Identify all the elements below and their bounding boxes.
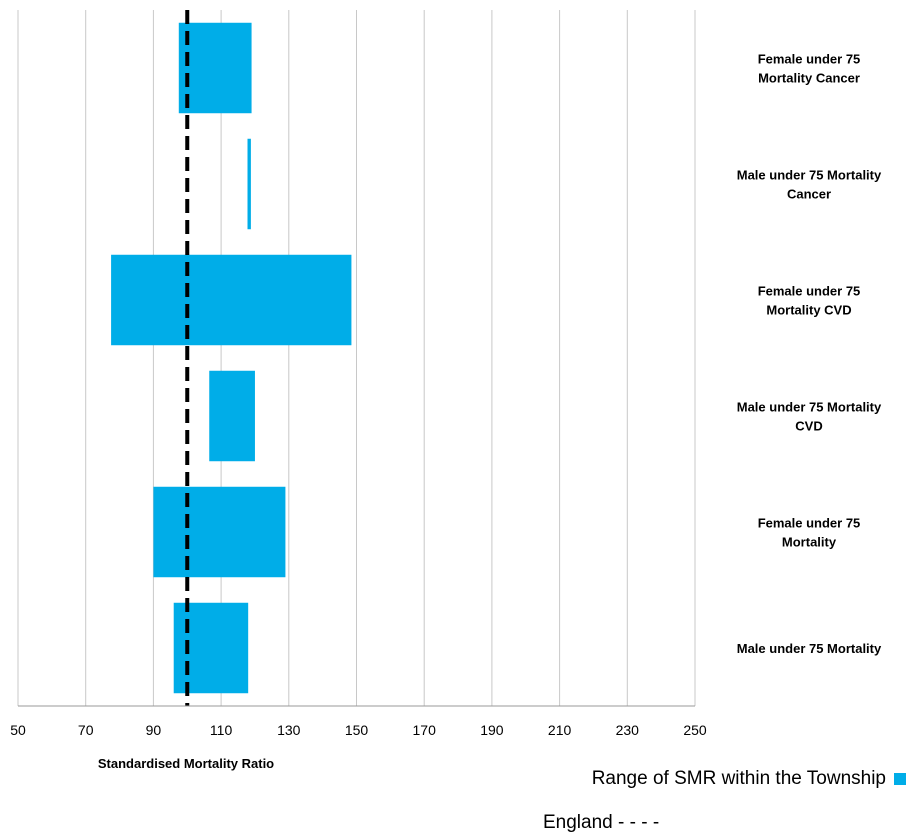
legend-england-label: England: [543, 812, 613, 833]
legend-range-entry: Range of SMR within the Township: [592, 768, 906, 790]
x-tick-labels: 50 70 90 110 130 150 170 190 210 230 250: [10, 722, 707, 738]
gridlines: [17, 10, 696, 706]
x-tick-label: 230: [616, 722, 640, 738]
legend-range-label: Range of SMR within the Township: [591, 768, 886, 789]
x-tick-label: 130: [277, 722, 301, 738]
x-tick-label: 90: [146, 722, 162, 738]
x-tick-label: 150: [345, 722, 369, 738]
x-tick-label: 250: [683, 722, 707, 738]
category-label: Female under 75: [758, 52, 861, 67]
range-bar: [178, 22, 252, 114]
category-label: CVD: [795, 419, 822, 434]
x-tick-label: 190: [480, 722, 504, 738]
x-axis-title: Standardised Mortality Ratio: [98, 756, 274, 771]
range-bars: [111, 22, 352, 694]
category-label: Mortality CVD: [766, 303, 851, 318]
category-labels: Female under 75 Mortality Cancer Male unde…: [737, 52, 882, 657]
range-bar: [247, 138, 251, 230]
x-tick-label: 210: [548, 722, 572, 738]
x-tick-label: 170: [413, 722, 437, 738]
category-label: Male under 75 Mortality: [737, 641, 882, 656]
category-label: Female under 75: [758, 284, 861, 299]
category-label: Cancer: [787, 187, 831, 202]
legend-england-symbol: - - - -: [618, 812, 660, 833]
category-label: Female under 75: [758, 516, 861, 531]
range-bar: [111, 254, 352, 346]
x-tick-label: 110: [210, 722, 233, 738]
range-bar: [153, 486, 286, 578]
x-tick-label: 50: [10, 722, 26, 738]
x-tick-label: 70: [78, 722, 94, 738]
range-bar: [209, 370, 255, 462]
category-label: Male under 75 Mortality: [737, 168, 882, 183]
category-label: Mortality Cancer: [758, 71, 860, 86]
category-label: Mortality: [782, 535, 837, 550]
legend-england-entry: England - - - -: [543, 812, 659, 834]
category-label: Male under 75 Mortality: [737, 400, 882, 415]
range-bar: [173, 602, 249, 694]
legend-range-swatch: [894, 773, 906, 785]
